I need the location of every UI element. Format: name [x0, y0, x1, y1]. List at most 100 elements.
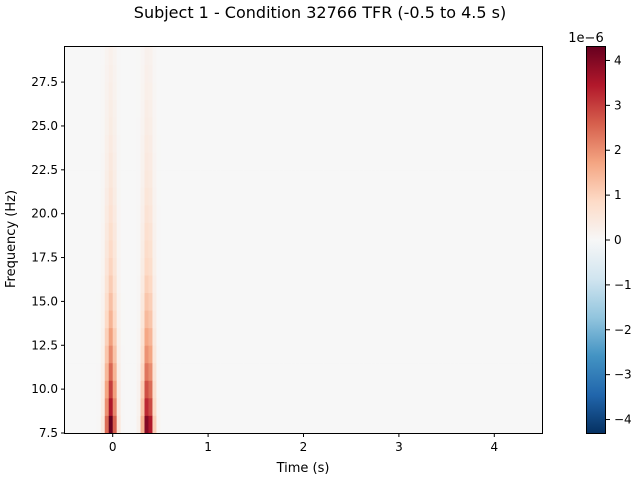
heatmap-cell	[80, 47, 86, 65]
heatmap-cell	[243, 257, 249, 276]
heatmap-cell	[291, 257, 296, 276]
heatmap-cell	[466, 134, 471, 153]
heatmap-cell	[502, 99, 507, 118]
heatmap-cell	[192, 380, 197, 399]
heatmap-cell	[132, 222, 137, 241]
heatmap-cell	[112, 82, 118, 101]
heatmap-cell	[152, 345, 157, 364]
heatmap-cell	[367, 327, 372, 346]
heatmap-cell	[442, 99, 447, 118]
heatmap-cell	[212, 275, 217, 294]
heatmap-cell	[287, 99, 292, 118]
heatmap-cell	[231, 169, 237, 188]
heatmap-cell	[347, 47, 352, 65]
heatmap-cell	[104, 257, 110, 276]
heatmap-cell	[148, 380, 153, 399]
heatmap-cell	[410, 415, 416, 434]
heatmap-cell	[363, 134, 368, 153]
heatmap-cell	[136, 204, 141, 223]
heatmap-cell	[295, 397, 300, 416]
heatmap-cell	[84, 117, 90, 136]
heatmap-cell	[526, 222, 531, 241]
chart-title: Subject 1 - Condition 32766 TFR (-0.5 to…	[134, 3, 506, 22]
heatmap-cell	[299, 117, 304, 136]
heatmap-cell	[239, 64, 245, 83]
heatmap-cell	[239, 292, 245, 311]
heatmap-cell	[168, 152, 173, 171]
heatmap-cell	[502, 292, 507, 311]
heatmap-cell	[196, 82, 201, 101]
heatmap-cell	[112, 380, 118, 399]
heatmap-cell	[351, 82, 356, 101]
heatmap-cell	[506, 222, 511, 241]
heatmap-cell	[299, 257, 304, 276]
heatmap-cell	[108, 415, 114, 434]
heatmap-cell	[144, 64, 149, 83]
heatmap-cell	[172, 222, 177, 241]
heatmap-cell	[65, 152, 70, 171]
heatmap-cell	[216, 64, 221, 83]
heatmap-cell	[84, 204, 90, 223]
heatmap-cell	[84, 82, 90, 101]
heatmap-cell	[406, 187, 412, 206]
heatmap-cell	[100, 99, 106, 118]
heatmap-cell	[239, 275, 245, 294]
heatmap-cell	[128, 204, 133, 223]
heatmap-cell	[406, 257, 412, 276]
heatmap-cell	[530, 327, 535, 346]
heatmap-cell	[303, 222, 308, 241]
heatmap-cell	[220, 222, 225, 241]
heatmap-cell	[124, 362, 129, 381]
heatmap-cell	[434, 310, 440, 329]
heatmap-cell	[172, 169, 177, 188]
heatmap-cell	[430, 117, 436, 136]
heatmap-cell	[295, 204, 300, 223]
heatmap-cell	[72, 345, 78, 364]
heatmap-cell	[92, 327, 98, 346]
heatmap-cell	[231, 204, 237, 223]
heatmap-cell	[315, 292, 320, 311]
heatmap-cell	[510, 117, 515, 136]
heatmap-cell	[200, 82, 205, 101]
heatmap-cell	[355, 257, 360, 276]
heatmap-cell	[172, 345, 177, 364]
heatmap-cell	[426, 345, 432, 364]
heatmap-cell	[100, 82, 106, 101]
heatmap-cell	[204, 397, 209, 416]
heatmap-cell	[347, 397, 352, 416]
heatmap-cell	[140, 117, 145, 136]
heatmap-cell	[104, 47, 110, 65]
heatmap-cell	[224, 310, 229, 329]
heatmap-cell	[164, 222, 169, 241]
heatmap-cell	[482, 240, 487, 258]
heatmap-cell	[267, 380, 273, 399]
heatmap-cell	[478, 257, 483, 276]
heatmap-cell	[196, 380, 201, 399]
heatmap-cell	[534, 64, 539, 83]
heatmap-cell	[299, 415, 304, 434]
heatmap-cell	[68, 47, 74, 65]
heatmap-cell	[84, 187, 90, 206]
heatmap-cell	[486, 99, 491, 118]
heatmap-cell	[379, 310, 384, 329]
heatmap-cell	[518, 64, 523, 83]
heatmap-cell	[371, 345, 376, 364]
heatmap-cell	[267, 204, 273, 223]
heatmap-cell	[478, 187, 483, 206]
heatmap-cell	[474, 187, 479, 206]
heatmap-cell	[216, 310, 221, 329]
heatmap-cell	[108, 292, 114, 311]
heatmap-cell	[152, 380, 157, 399]
heatmap-cell	[180, 257, 185, 276]
heatmap-cell	[152, 64, 157, 83]
heatmap-cell	[383, 240, 388, 258]
heatmap-cell	[176, 275, 181, 294]
heatmap-cell	[108, 152, 114, 171]
heatmap-cell	[406, 415, 412, 434]
heatmap-cell	[275, 117, 281, 136]
heatmap-cell	[299, 327, 304, 346]
heatmap-cell	[355, 345, 360, 364]
heatmap-cell	[394, 275, 400, 294]
heatmap-cell	[247, 169, 253, 188]
heatmap-cell	[295, 292, 300, 311]
